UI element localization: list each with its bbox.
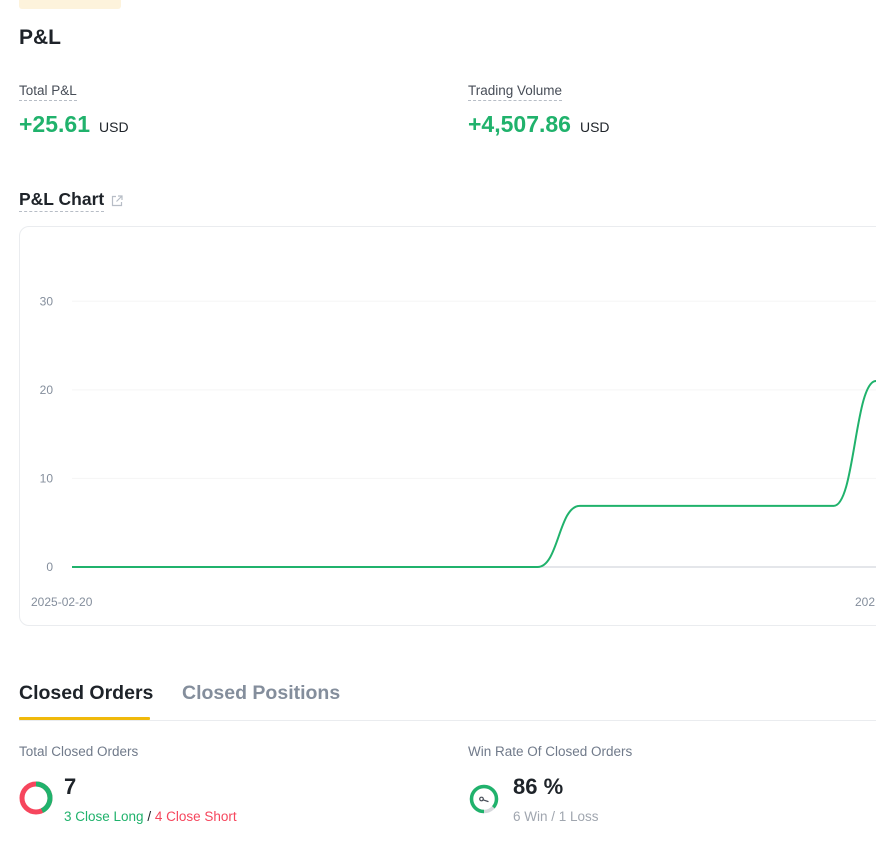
total-closed-orders-value: 7 xyxy=(64,774,77,799)
close-long-count: 3 Close Long xyxy=(64,809,144,824)
total-pnl-value: +25.61 xyxy=(19,111,90,137)
y-tick-label: 0 xyxy=(46,560,53,574)
tab-closed-orders[interactable]: Closed Orders xyxy=(19,682,154,704)
pnl-chart-card: 0 10 20 30 2025-02-20 202 xyxy=(19,226,876,626)
total-pnl-unit: USD xyxy=(99,119,129,135)
close-long-short-breakdown: 3 Close Long / 4 Close Short xyxy=(64,809,237,824)
pnl-chart-header: P&L Chart xyxy=(19,189,124,212)
trading-volume-unit: USD xyxy=(579,119,610,135)
donut-ring-icon xyxy=(19,781,53,815)
x-tick-label: 202 xyxy=(855,595,875,609)
trading-volume-value: +4,507.86 xyxy=(468,111,571,137)
x-tick-label: 2025-02-20 xyxy=(31,595,93,609)
total-closed-orders-label: Total Closed Orders xyxy=(19,744,139,759)
trading-volume-metric: Trading Volume +4,507.86 USD xyxy=(468,82,610,138)
y-tick-label: 10 xyxy=(40,471,54,485)
orders-tabs: Closed Orders Closed Positions xyxy=(19,680,876,721)
external-link-icon[interactable] xyxy=(110,194,124,208)
page-title: P&L xyxy=(19,26,61,49)
breakdown-separator: / xyxy=(147,809,152,824)
pnl-chart[interactable]: 0 10 20 30 2025-02-20 202 xyxy=(20,227,876,626)
win-rate-gauge-icon xyxy=(469,784,499,814)
win-rate-label: Win Rate Of Closed Orders xyxy=(468,744,633,759)
active-tab-indicator xyxy=(19,717,150,720)
y-tick-label: 30 xyxy=(40,294,54,308)
win-loss-count: 6 Win / 1 Loss xyxy=(513,809,599,824)
win-rate-stat: Win Rate Of Closed Orders 86 % 6 Win / 1… xyxy=(468,744,633,824)
total-closed-orders-stat: Total Closed Orders 7 3 Close Long / 4 C… xyxy=(19,744,237,824)
tab-closed-positions[interactable]: Closed Positions xyxy=(182,682,341,704)
y-tick-label: 20 xyxy=(40,383,54,397)
pnl-chart-title[interactable]: P&L Chart xyxy=(19,189,105,212)
total-pnl-label[interactable]: Total P&L xyxy=(19,83,77,101)
trading-volume-label[interactable]: Trading Volume xyxy=(468,83,563,101)
pnl-series-line xyxy=(72,380,876,568)
close-short-count: 4 Close Short xyxy=(154,809,237,824)
total-pnl-metric: Total P&L +25.61 USD xyxy=(19,82,129,138)
top-strip-decoration xyxy=(19,0,121,9)
win-rate-value: 86 % xyxy=(513,774,564,799)
